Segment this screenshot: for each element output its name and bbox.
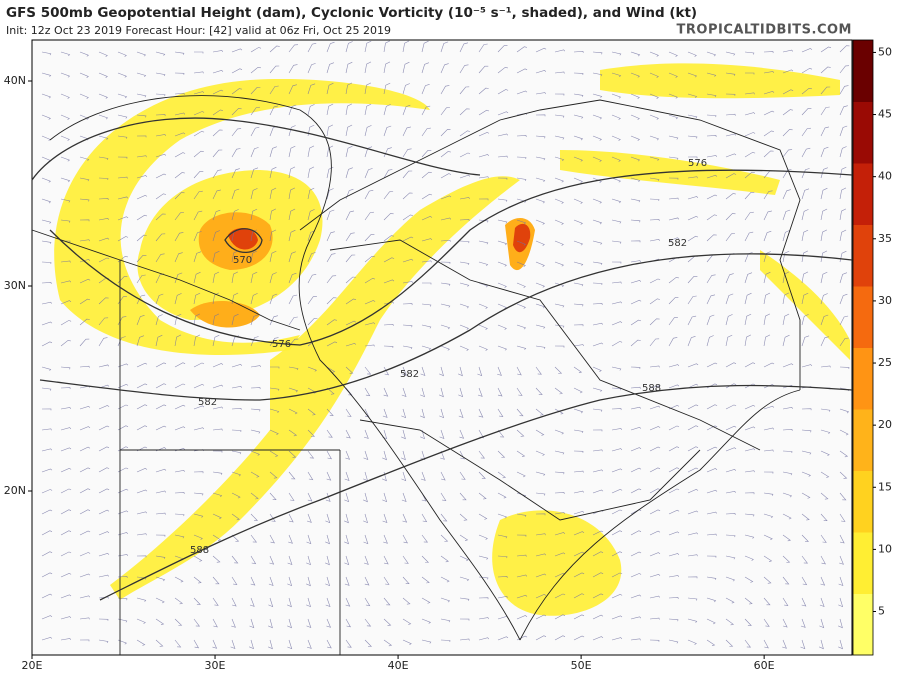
colorbar-swatch — [853, 532, 873, 594]
contour-label: 576 — [272, 339, 291, 350]
colorbar: 5 10 15 20 25 30 35 40 45 50 — [852, 39, 892, 656]
barb-field — [41, 40, 850, 650]
contour-label: 588 — [190, 545, 209, 556]
contour-label: 582 — [198, 397, 217, 408]
contour-label: 570 — [233, 255, 252, 266]
subtitle: Init: 12z Oct 23 2019 Forecast Hour: [42… — [6, 24, 391, 37]
lon-label: 50E — [571, 659, 592, 672]
colorbar-label: 10 — [878, 542, 892, 555]
colorbar-swatch — [853, 347, 873, 410]
colorbar-label: 40 — [878, 170, 892, 183]
colorbar-swatch — [853, 470, 873, 533]
colorbar-label: 35 — [878, 232, 892, 245]
contour-label: 588 — [642, 383, 661, 394]
borders — [31, 95, 801, 655]
vorticity-shading — [54, 63, 850, 616]
lat-label: 40N — [4, 74, 26, 87]
contour-label: 582 — [668, 238, 687, 249]
colorbar-label: 45 — [878, 108, 892, 121]
wind-barbs — [41, 40, 850, 650]
colorbar-label: 15 — [878, 480, 892, 493]
colorbar-swatch — [853, 101, 873, 164]
colorbar-label: 50 — [878, 45, 892, 58]
contour-label: 576 — [688, 158, 707, 169]
lon-label: 20E — [22, 659, 43, 672]
colorbar-swatch — [853, 593, 873, 656]
colorbar-label: 30 — [878, 294, 892, 307]
height-contours — [31, 117, 853, 601]
colorbar-swatch — [853, 163, 873, 225]
lon-label: 60E — [754, 659, 775, 672]
lat-label: 30N — [4, 279, 26, 292]
colorbar-label: 5 — [878, 605, 885, 618]
lon-label: 40E — [388, 659, 409, 672]
axes: 20E 30E 40E 50E 60E 20N 30N 40N — [4, 74, 775, 672]
lon-label: 30E — [205, 659, 226, 672]
colorbar-label: 25 — [878, 356, 892, 369]
colorbar-label: 20 — [878, 418, 892, 431]
contour-label: 582 — [400, 369, 419, 380]
colorbar-swatch — [853, 409, 873, 471]
title: GFS 500mb Geopotential Height (dam), Cyc… — [6, 5, 697, 21]
colorbar-swatch — [853, 40, 873, 102]
colorbar-swatch — [853, 224, 873, 287]
lat-label: 20N — [4, 484, 26, 497]
colorbar-frame — [852, 39, 874, 656]
colorbar-swatch — [853, 286, 873, 348]
contour-labels: 570 576 576 582 582 582 588 588 — [190, 158, 707, 556]
site-name: TROPICALTIDBITS.COM — [677, 23, 852, 38]
